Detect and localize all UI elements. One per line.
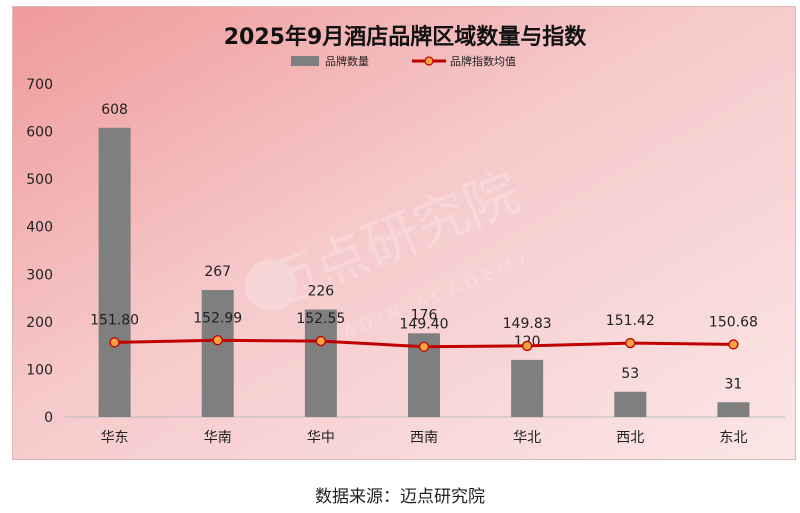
- x-tick-label: 西南: [410, 430, 438, 446]
- line-value-label: 150.68: [709, 314, 758, 330]
- y-tick-label: 400: [26, 220, 53, 236]
- line-marker: [315, 335, 327, 347]
- y-tick-label: 500: [26, 172, 53, 188]
- chart-frame: 迈点研究院 MEADIN ACADEMY 2025年9月酒店品牌区域数量与指数 …: [12, 6, 796, 460]
- bar-华南: [201, 289, 234, 417]
- chart-title: 2025年9月酒店品牌区域数量与指数: [224, 24, 588, 50]
- line-value-label: 151.42: [606, 313, 655, 329]
- y-tick-label: 200: [26, 315, 53, 331]
- bar-value-label: 608: [101, 102, 128, 118]
- line-marker: [625, 337, 636, 349]
- bar-西北: [614, 391, 647, 417]
- bar-value-label: 226: [307, 283, 334, 299]
- legend-line-label: 品牌指数均值: [450, 54, 516, 68]
- x-axis-labels: 华东 华南 华中 西南 华北 西北 东北: [101, 430, 748, 446]
- legend-line-marker: [424, 56, 434, 66]
- x-tick-label: 华北: [513, 430, 541, 446]
- bar-value-label: 267: [204, 264, 231, 280]
- line-marker: [728, 339, 739, 350]
- x-tick-label: 西北: [616, 430, 644, 446]
- x-tick-label: 华东: [101, 430, 129, 446]
- line-markers: [109, 335, 739, 352]
- y-axis: 0 100 200 300 400 500 600 700: [26, 77, 53, 426]
- source-note: 数据来源：迈点研究院: [315, 487, 485, 507]
- legend-bar-label: 品牌数量: [325, 54, 369, 68]
- bar-华东: [98, 127, 131, 417]
- bar-series: [98, 127, 750, 417]
- watermark-logo-icon: [245, 259, 297, 311]
- bar-东北: [717, 402, 750, 417]
- line-value-label: 152.99: [193, 310, 242, 326]
- x-tick-label: 华南: [204, 430, 232, 446]
- x-tick-label: 华中: [307, 430, 335, 446]
- legend: 品牌数量 品牌指数均值: [291, 54, 516, 68]
- y-tick-label: 0: [44, 410, 53, 426]
- y-tick-label: 700: [26, 77, 53, 93]
- line-marker: [521, 340, 533, 352]
- bar-value-label: 53: [621, 366, 639, 382]
- x-tick-label: 东北: [719, 430, 747, 446]
- y-tick-label: 600: [26, 125, 53, 141]
- y-tick-label: 100: [26, 362, 53, 378]
- legend-bar-swatch: [291, 56, 319, 66]
- bar-华北: [511, 359, 544, 417]
- bar-value-label: 31: [725, 376, 743, 392]
- bar-华中: [304, 309, 337, 417]
- line-marker: [212, 335, 223, 346]
- line-value-label: 152.55: [296, 311, 345, 327]
- line-value-label: 151.80: [90, 312, 139, 328]
- chart-svg: 迈点研究院 MEADIN ACADEMY 2025年9月酒店品牌区域数量与指数 …: [13, 7, 795, 459]
- line-value-label: 149.40: [400, 317, 449, 333]
- line-value-labels: 151.80 152.99 152.55 149.40 149.83 151.42 150.…: [90, 310, 758, 332]
- bar-value-labels: 6082672261761205331: [101, 102, 742, 392]
- y-tick-label: 300: [26, 267, 53, 283]
- line-marker: [418, 341, 430, 352]
- chart-background: [13, 7, 795, 459]
- line-marker: [109, 337, 120, 348]
- bar-value-label: 176: [411, 307, 438, 323]
- line-value-label: 149.83: [503, 316, 552, 332]
